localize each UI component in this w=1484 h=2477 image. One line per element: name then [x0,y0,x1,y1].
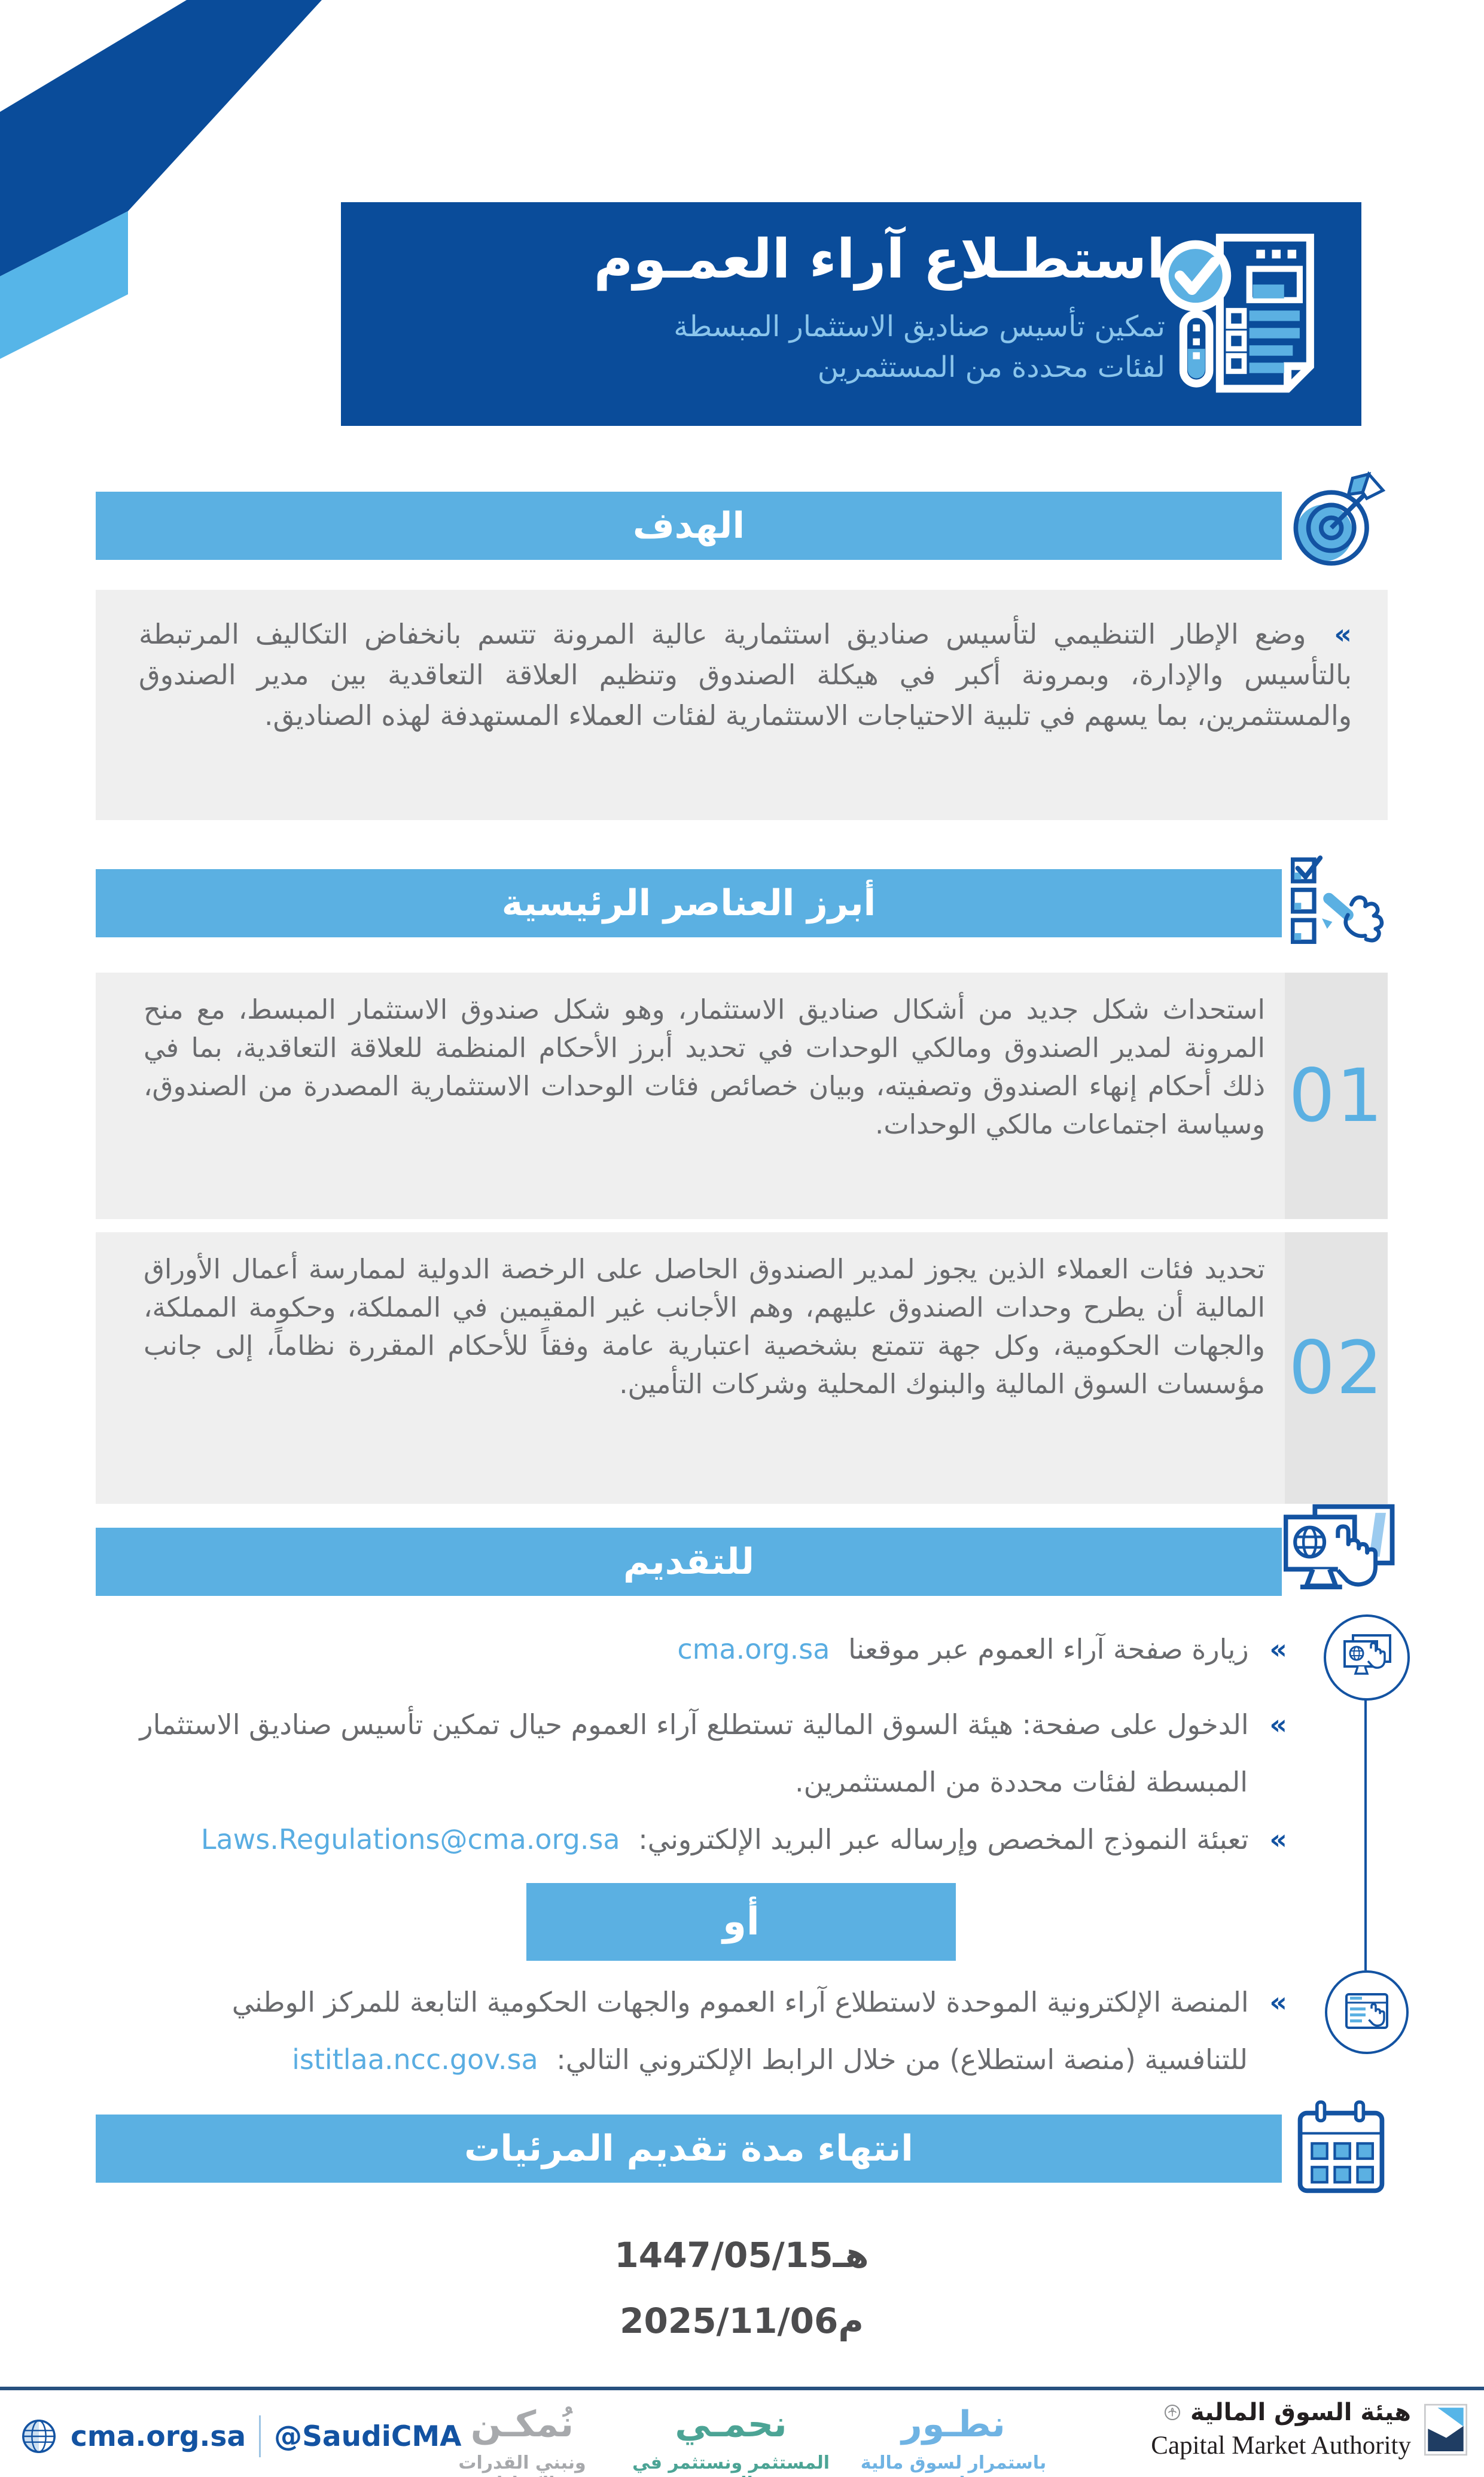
submission-bullet-platform: « المنصة الإلكترونية الموحدة لاستطلاع آر… [96,1982,1287,2079]
section-title-objective: الهدف [632,505,745,547]
cma-logo: هيئة السوق المالية Capital Market Author… [1151,2399,1467,2460]
corner-decoration [0,0,322,359]
submission-bullet-website: « زيارة صفحة آراء العموم عبر موقعنا cma.… [96,1629,1287,1669]
footer-website-link[interactable]: cma.org.sa [71,2420,246,2453]
slogan-word: نطـور [901,2403,1005,2445]
item-text: استحداث شكل جديد من أشكال صناديق الاستثم… [144,994,1265,1140]
footer-contact: cma.org.sa @SaudiCMA [20,2415,461,2457]
circle-browser-cursor-icon [1325,1970,1409,2054]
bullet-line1: « المنصة الإلكترونية الموحدة لاستطلاع آر… [96,1982,1287,2022]
bullet-text-line1: المنصة الإلكترونية الموحدة لاستطلاع آراء… [231,1986,1249,2018]
or-label: أو [723,1900,760,1944]
page-subtitle-line2: لفئات محددة من المستثمرين [817,351,1165,384]
footer-slogan-enable: نُمكـن ونبني القدرات والكفاءات [415,2405,630,2477]
page-subtitle-line1: تمكين تأسيس صناديق الاستثمار المبسطة [674,310,1165,343]
section-header-deadline: انتهاء مدة تقديم المرئيات [96,2115,1282,2183]
checklist-pen-icon [1291,855,1384,945]
bullet-text: تعبئة النموذج المخصص وإرساله عبر البريد … [638,1823,1249,1856]
platform-link[interactable]: istitlaa.ncc.gov.sa [292,2043,538,2076]
key-element-item-1: 01 استحداث شكل جديد من أشكال صناديق الاس… [96,973,1388,1219]
survey-document-magnifier-icon [1160,233,1314,393]
key-element-item-2: 02 تحديد فئات العملاء الذين يجوز لمدير ا… [96,1232,1388,1504]
slogan-subtext: المستثمر ونستثمر في الثقة [632,2452,830,2477]
item-number: 02 [1288,1326,1384,1410]
cma-logo-arabic: هيئة السوق المالية [1190,2399,1411,2426]
footer-social-handle[interactable]: @SaudiCMA [274,2420,462,2453]
submission-bullet-page: « الدخول على صفحة: هيئة السوق المالية تس… [96,1705,1287,1802]
objective-text: وضع الإطار التنظيمي لتأسيس صناديق استثما… [139,618,1352,732]
submission-bullet-email: « تعبئة النموذج المخصص وإرساله عبر البري… [96,1820,1287,1859]
bullet-guillemet-icon: « [1269,1708,1287,1741]
bullet-line2: للتنافسية (منصة استطلاع) من خلال الرابط … [96,2040,1287,2079]
corner-light-band [0,211,128,359]
section-header-submission: للتقديم [96,1528,1282,1596]
bullet-text-line1: الدخول على صفحة: هيئة السوق المالية تستط… [139,1708,1249,1741]
bullet-guillemet-icon: « [1269,1633,1287,1665]
footer-slogan-develop: نطـور باستمرار لسوق مالية رائدة [846,2405,1061,2477]
footer-divider-line [0,2387,1484,2390]
bullet-text: زيارة صفحة آراء العموم عبر موقعنا [848,1633,1249,1665]
slogan-word: نحمـي [675,2403,787,2445]
header-banner: استطـلاع آراء العمـوم تمكين تأسيس صناديق… [341,202,1361,426]
page-title: استطـلاع آراء العمـوم [593,228,1165,291]
footer-slogan-protect: نحمـي المستثمر ونستثمر في الثقة [623,2405,839,2477]
timeline-connector-line [1364,1700,1367,1970]
section-header-objective: الهدف [96,492,1282,560]
section-title-key-elements: أبرز العناصر الرئيسية [501,882,876,924]
website-link[interactable]: cma.org.sa [677,1633,830,1665]
slogan-subtext: ونبني القدرات والكفاءات [458,2452,586,2477]
monitor-globe-cursor-icon [1284,1504,1395,1590]
bullet-guillemet-icon: « [1334,618,1352,650]
objective-body-box: « وضع الإطار التنظيمي لتأسيس صناديق استث… [96,590,1388,820]
slogan-word: نُمكـن [470,2403,574,2445]
section-title-submission: للتقديم [623,1541,754,1583]
objective-paragraph: « وضع الإطار التنظيمي لتأسيس صناديق استث… [96,590,1388,736]
cma-logo-text: هيئة السوق المالية Capital Market Author… [1151,2399,1411,2460]
bullet-guillemet-icon: « [1269,1986,1287,2018]
footer-contact-divider [259,2415,261,2457]
bullet-guillemet-icon: « [1269,1823,1287,1856]
target-dart-icon [1293,471,1386,566]
page-subtitle: تمكين تأسيس صناديق الاستثمار المبسطة لفئ… [594,306,1165,388]
deadline-date-gregorian: 2025/11/06م [620,2301,864,2341]
section-header-key-elements: أبرز العناصر الرئيسية [96,869,1282,937]
corner-dark-band [0,0,322,276]
item-number: 01 [1288,1053,1384,1138]
circle-monitor-icon [1324,1614,1410,1701]
or-separator: أو [526,1883,956,1961]
cma-logo-mark-icon [1424,2403,1467,2455]
bullet-line1: « الدخول على صفحة: هيئة السوق المالية تس… [96,1705,1287,1744]
item-number-strip: 02 [1285,1232,1388,1504]
email-link[interactable]: Laws.Regulations@cma.org.sa [200,1823,620,1856]
deadline-date-hijri: 1447/05/15هـ [614,2235,869,2275]
bullet-text-line2: المبسطة لفئات محددة من المستثمرين. [794,1766,1248,1798]
cma-logo-english: Capital Market Authority [1151,2432,1411,2460]
slogan-subtext: باستمرار لسوق مالية رائدة [860,2452,1047,2477]
bullet-text-line2: للتنافسية (منصة استطلاع) من خلال الرابط … [556,2043,1248,2076]
section-title-deadline: انتهاء مدة تقديم المرئيات [464,2128,913,2170]
banner-text-block: استطـلاع آراء العمـوم تمكين تأسيس صناديق… [594,228,1165,388]
item-number-strip: 01 [1285,973,1388,1219]
item-text: تحديد فئات العملاء الذين يجوز لمدير الصن… [144,1253,1265,1400]
globe-icon [22,2420,56,2453]
cma-emblem-icon [1165,2405,1181,2420]
calendar-icon [1297,2100,1385,2193]
cma-logo-arabic-line: هيئة السوق المالية [1151,2399,1411,2426]
